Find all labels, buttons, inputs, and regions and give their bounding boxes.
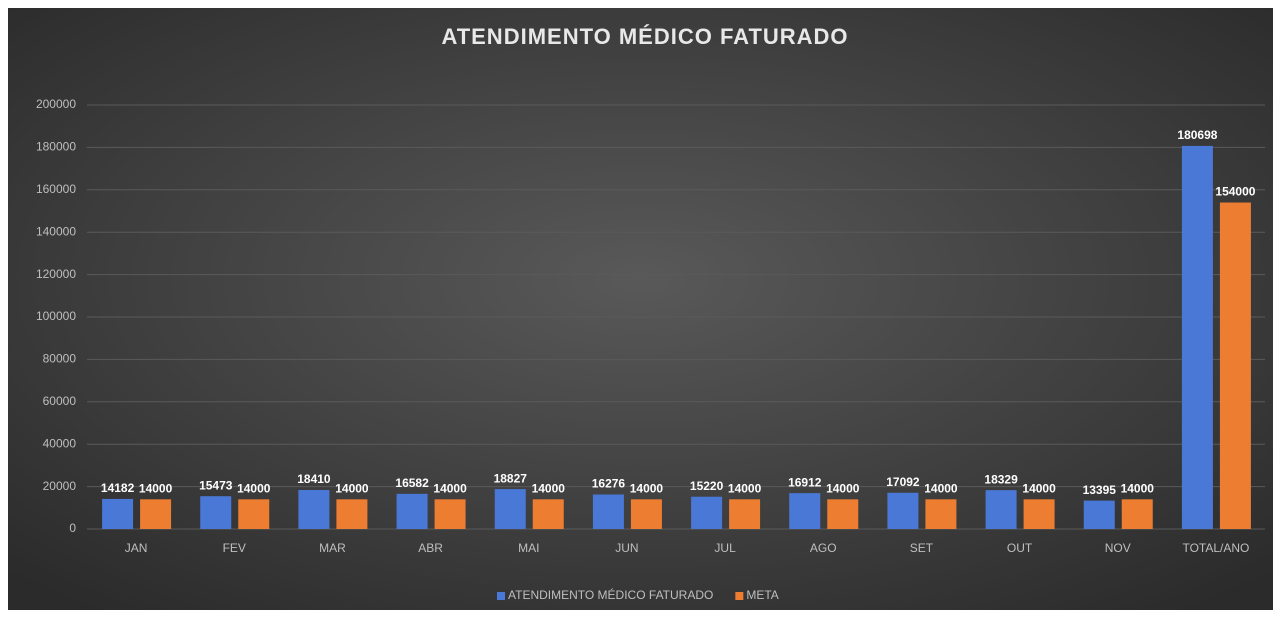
legend-label: ATENDIMENTO MÉDICO FATURADO xyxy=(508,587,713,602)
x-tick-label: JUN xyxy=(615,541,638,555)
data-label: 14000 xyxy=(532,481,566,495)
bar xyxy=(1023,499,1055,529)
bar xyxy=(140,499,172,529)
bar xyxy=(729,499,761,529)
x-tick-label: MAI xyxy=(518,541,539,555)
x-tick-label: AGO xyxy=(810,541,837,555)
bar xyxy=(630,499,662,529)
y-tick-label: 100000 xyxy=(36,309,76,323)
x-tick-label: SET xyxy=(910,541,934,555)
data-label: 14182 xyxy=(101,481,135,495)
data-label: 14000 xyxy=(433,481,467,495)
y-tick-label: 60000 xyxy=(43,394,77,408)
bar xyxy=(532,499,564,529)
bar xyxy=(200,496,232,529)
data-label: 14000 xyxy=(1022,481,1056,495)
data-label: 14000 xyxy=(826,481,860,495)
bar xyxy=(1181,145,1213,530)
legend-label: META xyxy=(746,588,778,602)
data-label: 14000 xyxy=(335,481,369,495)
data-label: 180698 xyxy=(1177,128,1217,142)
y-tick-label: 0 xyxy=(69,521,76,535)
data-label: 14000 xyxy=(924,481,958,495)
bar xyxy=(925,499,957,529)
data-label: 16276 xyxy=(592,477,626,491)
y-tick-label: 80000 xyxy=(43,352,77,366)
bar xyxy=(396,493,428,529)
data-label: 14000 xyxy=(139,481,173,495)
bar xyxy=(1219,202,1251,529)
x-tick-label: TOTAL/ANO xyxy=(1182,541,1249,555)
x-tick-label: MAR xyxy=(319,541,346,555)
x-tick-label: JAN xyxy=(125,541,148,555)
data-label: 14000 xyxy=(1121,481,1155,495)
bar xyxy=(592,494,624,529)
data-label: 14000 xyxy=(728,481,762,495)
data-label: 17092 xyxy=(886,475,920,489)
data-label: 18827 xyxy=(494,471,528,485)
data-label: 16912 xyxy=(788,475,822,489)
bar xyxy=(336,499,368,529)
bar xyxy=(1121,499,1153,529)
data-label: 18410 xyxy=(297,472,331,486)
bar xyxy=(691,496,723,529)
y-tick-label: 140000 xyxy=(36,224,76,238)
bar xyxy=(789,493,821,529)
data-label: 15473 xyxy=(199,478,233,492)
x-tick-label: JUL xyxy=(714,541,736,555)
y-tick-label: 20000 xyxy=(43,479,77,493)
y-tick-label: 200000 xyxy=(36,97,76,111)
data-label: 15220 xyxy=(690,479,724,493)
data-label: 16582 xyxy=(395,476,429,490)
legend-swatch xyxy=(497,592,505,600)
x-tick-label: NOV xyxy=(1105,541,1131,555)
data-label: 13395 xyxy=(1083,483,1117,497)
x-tick-label: OUT xyxy=(1007,541,1033,555)
data-label: 14000 xyxy=(237,481,271,495)
bar xyxy=(102,498,134,529)
y-tick-label: 180000 xyxy=(36,140,76,154)
y-tick-label: 120000 xyxy=(36,267,76,281)
bar xyxy=(494,489,526,529)
bar xyxy=(298,489,330,529)
bar xyxy=(1083,500,1115,529)
chart-title: ATENDIMENTO MÉDICO FATURADO xyxy=(441,24,848,49)
x-tick-label: FEV xyxy=(223,541,246,555)
x-tick-label: ABR xyxy=(418,541,443,555)
bar xyxy=(827,499,859,529)
data-label: 14000 xyxy=(630,481,664,495)
bar xyxy=(887,492,919,529)
bar xyxy=(434,499,466,529)
y-tick-label: 160000 xyxy=(36,182,76,196)
legend-swatch xyxy=(735,592,744,600)
bar xyxy=(238,499,270,529)
data-label: 18329 xyxy=(984,472,1018,486)
y-tick-label: 40000 xyxy=(43,436,77,450)
data-label: 154000 xyxy=(1215,185,1255,199)
bar xyxy=(985,490,1017,529)
